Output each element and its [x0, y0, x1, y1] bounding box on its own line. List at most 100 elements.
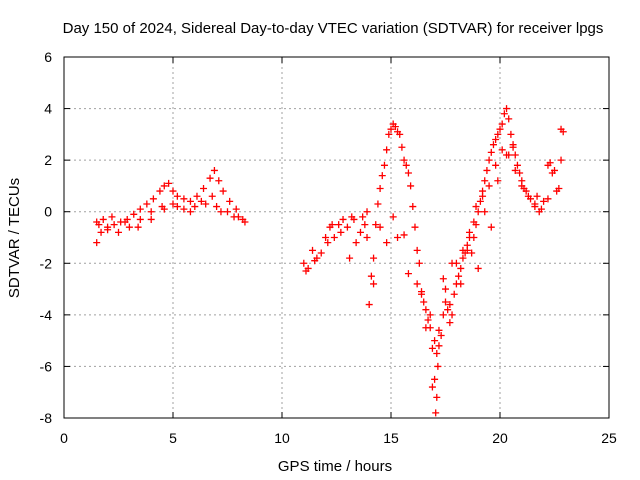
- data-point: [147, 208, 155, 216]
- data-point: [422, 324, 430, 332]
- data-point: [500, 110, 508, 118]
- data-point: [498, 146, 506, 154]
- data-point: [503, 151, 511, 159]
- data-point: [356, 228, 364, 236]
- data-point: [544, 195, 552, 203]
- y-tick-label: 0: [44, 204, 52, 220]
- y-tick-label: 2: [44, 152, 52, 168]
- data-point: [404, 270, 412, 278]
- data-point: [339, 215, 347, 223]
- data-point: [217, 208, 225, 216]
- data-point: [343, 223, 351, 231]
- x-tick-label: 0: [60, 430, 68, 446]
- data-point: [559, 128, 567, 136]
- data-point: [520, 185, 528, 193]
- data-point: [505, 115, 513, 123]
- data-point: [215, 177, 223, 185]
- data-point: [476, 197, 484, 205]
- data-point: [363, 208, 371, 216]
- data-point: [537, 205, 545, 213]
- grid: [64, 57, 609, 418]
- data-point: [376, 185, 384, 193]
- data-point: [513, 161, 521, 169]
- data-point: [149, 195, 157, 203]
- data-point: [485, 182, 493, 190]
- data-point: [434, 362, 442, 370]
- data-point: [180, 195, 188, 203]
- data-point: [143, 200, 151, 208]
- data-point: [409, 203, 417, 211]
- data-point: [428, 344, 436, 352]
- data-point: [557, 156, 565, 164]
- data-point: [400, 231, 408, 239]
- data-point: [374, 200, 382, 208]
- data-point: [431, 337, 439, 345]
- data-point: [533, 192, 541, 200]
- data-point: [511, 166, 519, 174]
- data-point: [165, 179, 173, 187]
- data-point: [459, 254, 467, 262]
- data-point: [413, 280, 421, 288]
- data-point: [224, 208, 231, 216]
- data-point: [370, 254, 378, 262]
- data-point: [372, 221, 380, 229]
- data-point: [104, 226, 112, 234]
- data-point: [470, 234, 478, 241]
- y-axis-label: SDTVAR / TECUs: [6, 178, 23, 298]
- data-point: [420, 298, 428, 306]
- data-point: [394, 234, 402, 241]
- data-point: [407, 182, 415, 190]
- data-point: [444, 306, 452, 314]
- x-tick-label: 10: [274, 430, 290, 446]
- data-point: [156, 187, 164, 195]
- data-point: [136, 215, 144, 223]
- data-point: [311, 257, 319, 265]
- data-point: [169, 187, 177, 195]
- data-point: [463, 246, 471, 254]
- data-point: [359, 213, 367, 221]
- data-point: [494, 177, 502, 185]
- data-point: [465, 228, 473, 236]
- data-point: [503, 105, 511, 113]
- data-point: [378, 172, 386, 180]
- data-point: [302, 267, 310, 275]
- x-tick-label: 15: [383, 430, 399, 446]
- data-point: [93, 239, 101, 247]
- data-point: [474, 264, 482, 272]
- data-point: [481, 177, 489, 185]
- y-tick-label: -8: [40, 410, 53, 426]
- data-point: [487, 148, 495, 156]
- data-point: [472, 203, 480, 211]
- data-point: [507, 130, 515, 138]
- data-point: [383, 146, 391, 154]
- data-point: [210, 166, 218, 174]
- data-points: [93, 105, 567, 417]
- data-point: [492, 136, 500, 144]
- data-point: [437, 331, 445, 339]
- data-point: [418, 290, 426, 298]
- data-point: [433, 393, 441, 401]
- data-point: [160, 205, 168, 213]
- data-point: [411, 223, 419, 231]
- data-point: [439, 275, 447, 283]
- data-point: [435, 342, 443, 350]
- data-point: [446, 319, 454, 327]
- data-point: [121, 218, 129, 226]
- data-point: [186, 197, 194, 205]
- x-tick-label: 20: [492, 430, 508, 446]
- data-point: [481, 208, 489, 216]
- data-point: [376, 223, 384, 231]
- data-point: [226, 197, 234, 205]
- data-point: [108, 213, 116, 221]
- data-point: [509, 143, 517, 151]
- data-point: [115, 228, 122, 236]
- data-point: [448, 311, 456, 319]
- data-point: [470, 218, 478, 226]
- data-point: [546, 159, 554, 167]
- data-point: [439, 311, 447, 319]
- data-point: [540, 197, 548, 205]
- data-point: [136, 205, 144, 213]
- data-point: [398, 143, 406, 151]
- data-point: [413, 246, 421, 254]
